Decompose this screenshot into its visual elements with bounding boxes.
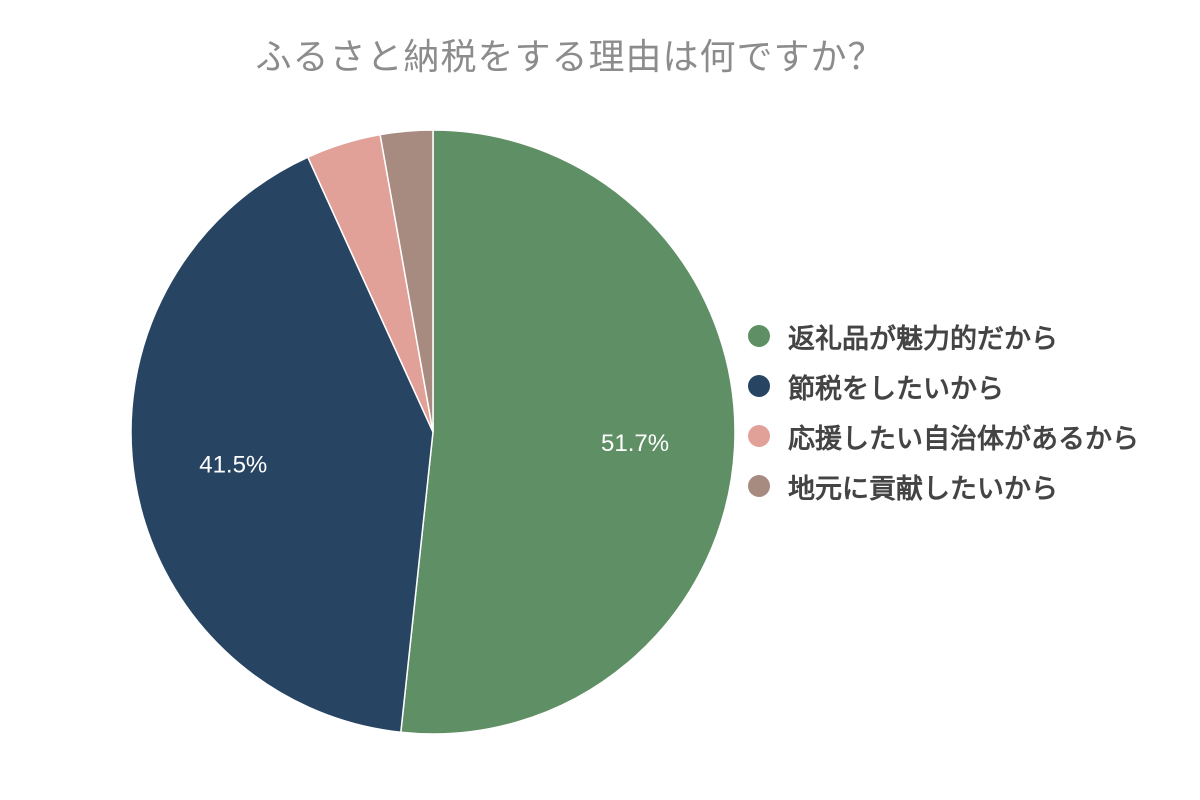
legend-label-support-municipality: 応援したい自治体があるから [788, 423, 1139, 455]
legend-item-gift: 返礼品が魅力的だから [748, 311, 1139, 361]
legend-swatch-tax-saving [748, 375, 770, 397]
legend: 返礼品が魅力的だから 節税をしたいから 応援したい自治体があるから 地元に貢献し… [748, 311, 1139, 511]
legend-item-tax-saving: 節税をしたいから [748, 361, 1139, 411]
pie-slice-tax-saving [130, 156, 434, 734]
legend-label-gift: 返礼品が魅力的だから [788, 323, 1058, 355]
pie-slice-hometown [379, 129, 434, 433]
slice-label-gift: 51.7% [601, 430, 669, 457]
chart-title: ふるさと納税をする理由は何ですか？ [255, 37, 885, 78]
legend-swatch-support-municipality [748, 425, 770, 447]
legend-swatch-gift [748, 325, 770, 347]
legend-item-hometown: 地元に貢献したいから [748, 461, 1139, 511]
slice-label-tax-saving: 41.5% [199, 451, 267, 478]
pie-slice-gift [399, 129, 736, 735]
legend-label-hometown: 地元に貢献したいから [788, 473, 1058, 505]
legend-swatch-hometown [748, 475, 770, 497]
legend-label-tax-saving: 節税をしたいから [788, 373, 1004, 405]
legend-item-support-municipality: 応援したい自治体があるから [748, 411, 1139, 461]
